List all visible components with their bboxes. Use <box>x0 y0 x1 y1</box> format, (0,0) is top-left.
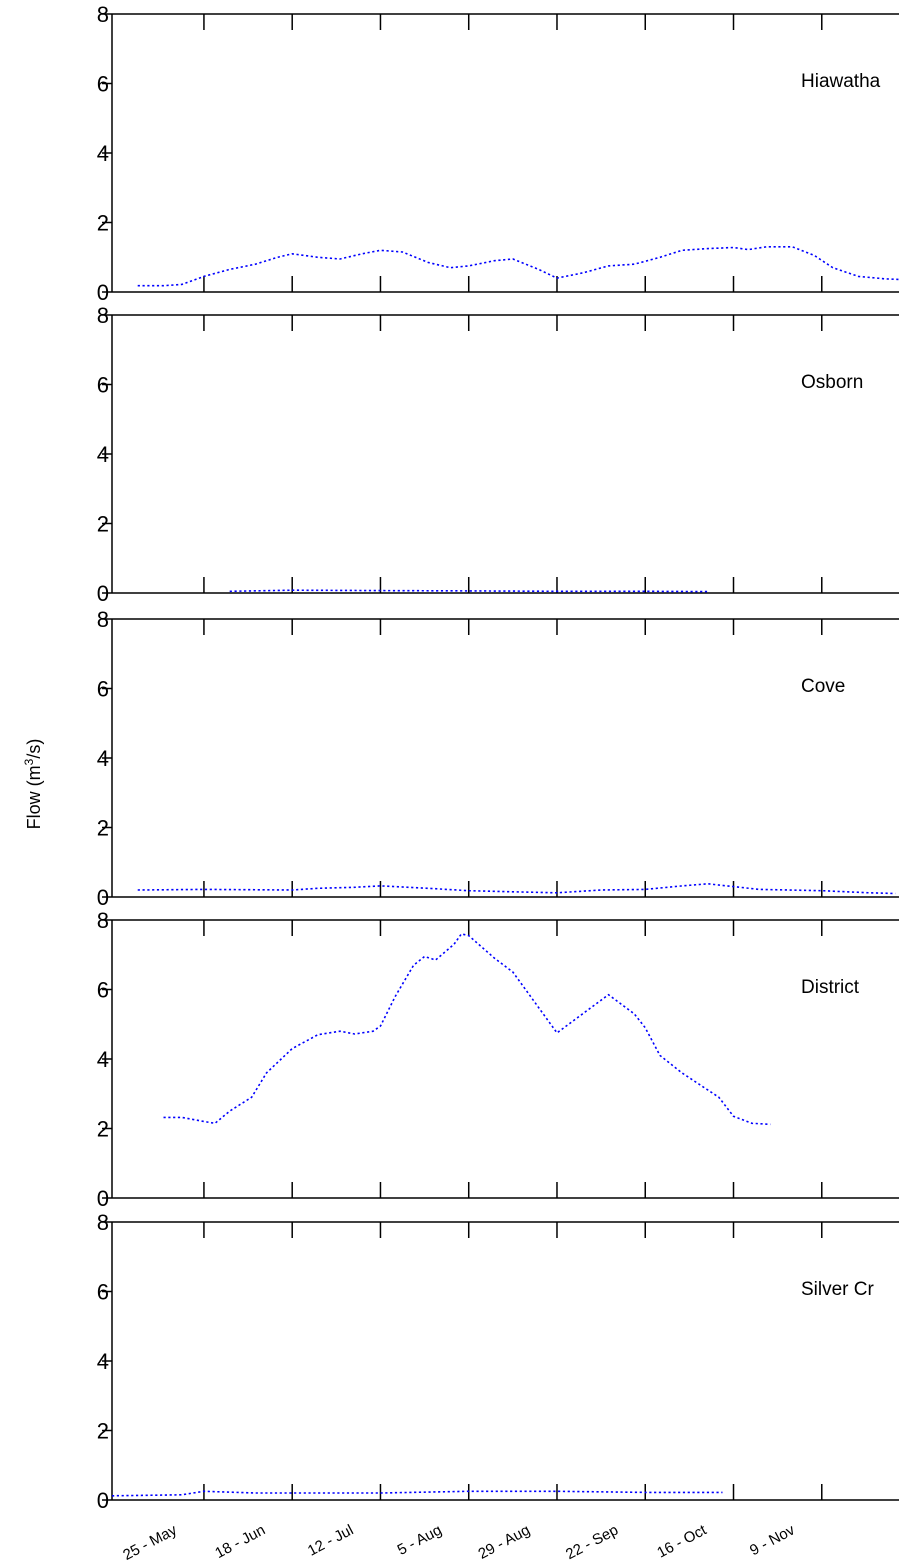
panel-label-hiawatha: Hiawatha <box>801 71 881 92</box>
y-tick-label: 2 <box>97 1419 109 1444</box>
y-tick-label: 0 <box>97 1488 109 1513</box>
y-tick-label: 6 <box>97 72 109 97</box>
panel-label-cove: Cove <box>801 676 845 697</box>
y-axis-title: Flow (m3/s) <box>22 739 44 830</box>
y-tick-label: 6 <box>97 677 109 702</box>
panel-osborn: 0 2 4 6 8 Osborn <box>97 303 899 606</box>
y-tick-label: 4 <box>97 442 109 467</box>
x-tick-label: 12 - Jul <box>305 1522 356 1560</box>
y-tick-label: 0 <box>97 885 109 910</box>
y-tick-label: 4 <box>97 1047 109 1072</box>
series-line-hiawatha <box>137 246 899 287</box>
y-title-superscript: 3 <box>22 758 36 765</box>
y-tick-label: 8 <box>97 1210 109 1235</box>
y-title-text: Flow (m <box>24 765 44 829</box>
y-tick-label: 2 <box>97 211 109 236</box>
x-tick-label: 29 - Aug <box>476 1522 533 1563</box>
y-tick-label: 0 <box>97 280 109 305</box>
y-tick-label: 6 <box>97 978 109 1003</box>
y-tick-label: 4 <box>97 1349 109 1374</box>
series-line-silver-cr <box>111 1490 723 1497</box>
x-tick-label: 16 - Oct <box>654 1521 710 1561</box>
y-title-units: /s) <box>24 739 44 759</box>
y-tick-label: 8 <box>97 303 109 328</box>
panels-layer: 0 2 4 6 8 Hiawatha 0 2 4 6 8 Osborn 0 2 4 6 8 Cove 0 2 4 6 8 Di… <box>97 2 899 1513</box>
panel-label-silver-cr: Silver Cr <box>801 1279 875 1300</box>
y-tick-label: 4 <box>97 141 109 166</box>
y-tick-label: 2 <box>97 512 109 537</box>
panel-district: 0 2 4 6 8 District <box>97 908 899 1211</box>
x-tick-label: 5 - Aug <box>395 1522 445 1559</box>
y-tick-label: 8 <box>97 908 109 933</box>
x-tick-label: 18 - Jun <box>212 1522 268 1562</box>
series-line-osborn <box>229 589 708 593</box>
panel-cove: 0 2 4 6 8 Cove <box>97 607 899 910</box>
y-tick-label: 6 <box>97 373 109 398</box>
panel-label-osborn: Osborn <box>801 372 863 393</box>
y-tick-label: 8 <box>97 2 109 27</box>
y-tick-label: 4 <box>97 746 109 771</box>
x-tick-label: 25 - May <box>120 1521 180 1564</box>
y-tick-label: 6 <box>97 1280 109 1305</box>
y-tick-label: 0 <box>97 581 109 606</box>
panel-label-district: District <box>801 977 860 998</box>
series-line-district <box>163 932 771 1126</box>
y-tick-label: 0 <box>97 1186 109 1211</box>
panel-silver-cr: 0 2 4 6 8 Silver Cr <box>97 1210 899 1513</box>
y-tick-label: 2 <box>97 1117 109 1142</box>
series-line-cove <box>137 882 896 895</box>
y-tick-label: 2 <box>97 816 109 841</box>
y-tick-label: 8 <box>97 607 109 632</box>
x-tick-label: 9 - Nov <box>747 1521 798 1559</box>
x-tick-label: 22 - Sep <box>563 1522 621 1564</box>
x-axis-labels: 25 - May 18 - Jun 12 - Jul 5 - Aug 29 - Aug 2… <box>120 1521 798 1564</box>
panel-hiawatha: 0 2 4 6 8 Hiawatha <box>97 2 899 305</box>
